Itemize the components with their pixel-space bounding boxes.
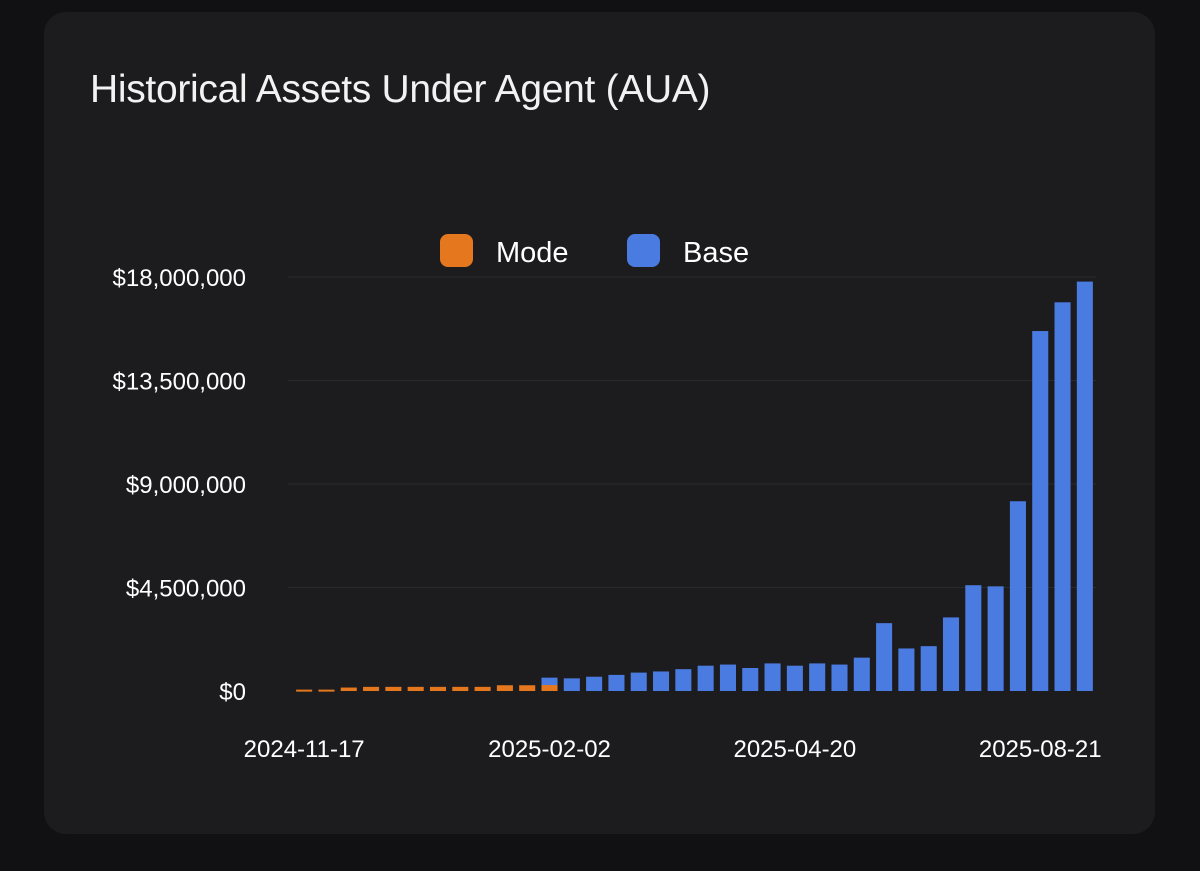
bar-base[interactable] <box>898 648 915 691</box>
bar-base[interactable] <box>586 676 603 691</box>
legend-label-mode[interactable]: Mode <box>496 237 569 269</box>
x-tick-label: 2025-02-02 <box>488 736 611 763</box>
bar-mode[interactable] <box>296 689 313 692</box>
bar-base[interactable] <box>786 665 803 691</box>
bar-mode[interactable] <box>363 686 380 691</box>
x-tick-label: 2025-04-20 <box>733 736 856 763</box>
bar-mode[interactable] <box>429 686 447 691</box>
bar-mode[interactable] <box>385 686 402 691</box>
bar-base[interactable] <box>541 677 558 686</box>
legend-swatch-base[interactable] <box>627 234 660 267</box>
bar-base[interactable] <box>853 657 870 691</box>
legend: Mode Base <box>440 234 749 269</box>
bar-base[interactable] <box>764 663 781 691</box>
bar-mode[interactable] <box>452 686 469 691</box>
legend-swatch-mode[interactable] <box>440 234 473 267</box>
x-axis-tick-labels: 2024-11-17 2025-02-02 2025-04-20 2025-08-21 <box>244 736 1102 763</box>
bar-base[interactable] <box>1054 302 1071 691</box>
chart-card: Historical Assets Under Agent (AUA) <box>44 12 1155 834</box>
bar-base[interactable] <box>653 671 670 691</box>
bar-base[interactable] <box>876 623 893 691</box>
chart-title: Historical Assets Under Agent (AUA) <box>90 68 711 111</box>
x-tick-label: 2024-11-17 <box>244 736 365 763</box>
bar-mode[interactable] <box>407 686 424 691</box>
bar-base[interactable] <box>1009 501 1026 691</box>
bar-mode[interactable] <box>318 689 335 692</box>
grid-lines <box>288 276 1096 588</box>
y-tick-label: $18,000,000 <box>113 265 246 292</box>
bar-mode[interactable] <box>474 686 491 691</box>
bar-base[interactable] <box>831 664 848 691</box>
bar-base[interactable] <box>920 646 937 691</box>
bar-base[interactable] <box>608 674 625 691</box>
y-axis-tick-labels: $0 $4,500,000 $9,000,000 $13,500,000 $18,000… <box>113 265 246 706</box>
bar-base[interactable] <box>942 617 960 691</box>
bar-mode[interactable] <box>496 685 513 691</box>
bar-base[interactable] <box>965 585 982 691</box>
y-tick-label: $0 <box>219 679 246 706</box>
bar-mode[interactable] <box>519 685 536 691</box>
bar-base[interactable] <box>809 663 826 691</box>
y-tick-label: $4,500,000 <box>126 576 246 603</box>
bars <box>296 281 1093 692</box>
bar-base[interactable] <box>675 669 692 691</box>
y-tick-label: $9,000,000 <box>126 472 246 499</box>
bar-base[interactable] <box>1032 331 1049 691</box>
bar-base[interactable] <box>563 678 580 691</box>
bar-base[interactable] <box>697 665 714 691</box>
bar-base[interactable] <box>630 672 647 691</box>
x-tick-label: 2025-08-21 <box>979 736 1102 763</box>
bar-mode[interactable] <box>340 687 357 691</box>
y-tick-label: $13,500,000 <box>113 369 246 396</box>
bar-base[interactable] <box>719 664 736 691</box>
bar-base[interactable] <box>987 586 1004 691</box>
bar-base[interactable] <box>742 668 759 691</box>
bar-mode[interactable] <box>541 685 558 691</box>
legend-label-base[interactable]: Base <box>683 237 749 269</box>
bar-base[interactable] <box>1076 281 1093 691</box>
